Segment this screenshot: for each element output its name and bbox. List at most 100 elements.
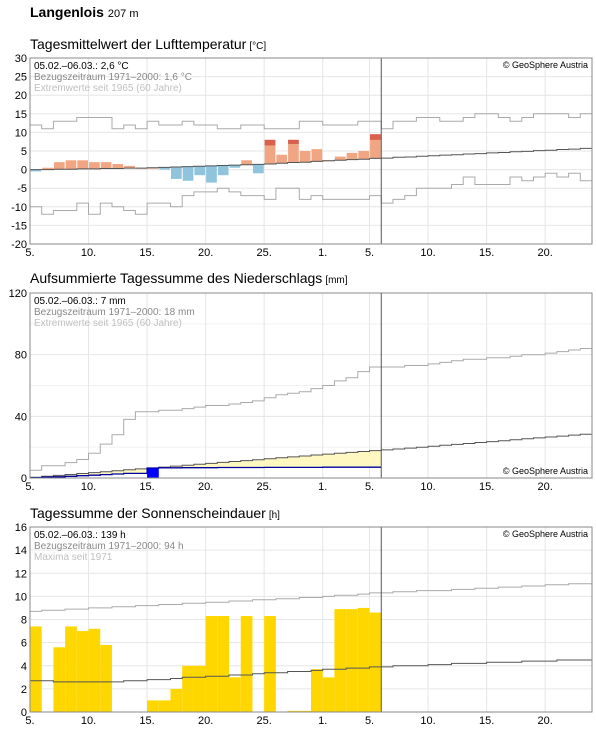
temp-bar-20.02.	[206, 165, 217, 183]
sun-copyright: © GeoSphere Austria	[503, 529, 588, 539]
sun-ytick-label: 2	[21, 684, 27, 696]
temp-bar-extreme-27.02.	[288, 139, 299, 144]
sun-maxima-line	[30, 583, 592, 612]
temp-legend-1: Bezugszeitraum 1971–2000: 1,6 °C	[34, 72, 192, 83]
sun-bar-28	[357, 607, 370, 712]
precip-chart-title: Aufsummierte Tagessumme des Niederschlag…	[30, 270, 348, 286]
precip-daily-bar	[147, 467, 159, 478]
sun-bar-17	[229, 677, 241, 712]
temp-xtick-label: 25.	[257, 247, 272, 259]
sun-bar-26	[334, 609, 347, 712]
precip-reference-line	[30, 433, 592, 478]
temp-bar-07.02.	[53, 162, 65, 170]
temp-bar-19.02.	[194, 166, 206, 176]
precip-frame	[29, 292, 593, 479]
sun-bar-15	[205, 616, 218, 712]
sun-bar-0	[30, 626, 42, 712]
temp-ytick-label: -20	[11, 239, 27, 251]
temp-bar-06.03.	[370, 134, 381, 159]
temp-bar-06.02.	[42, 167, 53, 170]
temp-bar-13.02.	[124, 165, 135, 169]
temp-xtick-label: 15.	[139, 247, 154, 259]
precip-xtick-label: 20.	[538, 481, 553, 493]
sun-xtick-label: 10.	[420, 715, 435, 727]
sun-xtick-label: 1.	[318, 715, 327, 727]
sun-bar-2	[53, 647, 66, 712]
temp-xtick-label: 10.	[420, 247, 435, 259]
sun-xtick-label: 15.	[479, 715, 494, 727]
sun-bar-25	[322, 677, 335, 712]
temp-bar-24.02.	[252, 164, 264, 174]
sun-ytick-label: 6	[21, 638, 27, 650]
precip-xtick-label: 25.	[257, 481, 272, 493]
sun-ytick-label: 14	[15, 545, 27, 557]
sun-ytick-label: 0	[21, 707, 27, 719]
precip-ytick-label: 40	[15, 411, 27, 423]
precip-xtick-label: 10.	[420, 481, 435, 493]
station-header: Langenlois 207 m	[30, 4, 138, 20]
sun-unit: [h]	[268, 510, 280, 521]
sun-chart-title: Tagessumme der Sonnenscheindauer [h]	[30, 505, 280, 521]
temp-copyright: © GeoSphere Austria	[503, 60, 588, 70]
sun-xtick-label: 5.	[25, 715, 34, 727]
sun-xtick-label: 25.	[257, 715, 272, 727]
sun-bar-20	[264, 616, 276, 712]
sun-ytick-label: 8	[21, 615, 27, 627]
sun-reference-line	[30, 659, 592, 683]
sun-bar-18	[240, 616, 253, 712]
temp-xtick-label: 20.	[538, 247, 553, 259]
precip-copyright: © GeoSphere Austria	[503, 466, 588, 476]
sun-bar-29	[369, 612, 382, 712]
sun-xtick-label: 20.	[198, 715, 213, 727]
temp-bar-16.02.	[159, 167, 170, 170]
sun-legend-2: Maxima seit 1971	[34, 552, 113, 563]
temp-bar-28.02.	[299, 151, 311, 163]
temp-ytick-label: 5	[21, 146, 27, 158]
precip-xtick-label: 15.	[139, 481, 154, 493]
temp-xtick-label: 10.	[81, 247, 96, 259]
temp-ytick-label: 10	[15, 127, 27, 139]
temp-bar-09.02.	[77, 160, 89, 169]
temp-xtick-label: 5.	[365, 247, 374, 259]
temp-legend-2: Extremwerte seit 1965 (60 Jahre)	[34, 83, 182, 94]
precip-xtick-label: 10.	[81, 481, 96, 493]
sun-xtick-label: 20.	[538, 715, 553, 727]
temp-frame	[29, 57, 593, 245]
temp-bar-18.02.	[182, 166, 194, 181]
temp-bar-01.03.	[311, 149, 323, 162]
temp-xtick-label: 5.	[25, 247, 34, 259]
temp-bar-10.02.	[89, 162, 100, 169]
precip-unit: [mm]	[325, 275, 348, 286]
precip-xtick-label: 5.	[25, 481, 34, 493]
precip-xtick-label: 5.	[365, 481, 374, 493]
temp-ytick-label: 20	[15, 90, 27, 102]
temp-bar-25.02.	[264, 139, 276, 165]
temp-bar-27.02.	[288, 139, 299, 163]
sun-bar-13	[182, 665, 194, 712]
temp-xtick-label: 15.	[479, 247, 494, 259]
temp-bar-extreme-06.03.	[370, 134, 381, 140]
temp-legend-0: 05.02.–06.03.: 2,6 °C	[34, 61, 129, 72]
sun-bar-23	[299, 710, 311, 712]
precip-legend-1: Bezugszeitraum 1971–2000: 18 mm	[34, 307, 195, 318]
temp-unit: [°C]	[249, 41, 267, 52]
precip-max-extreme-line	[30, 348, 592, 471]
sun-bar-22	[287, 710, 300, 712]
temp-bar-11.02.	[100, 162, 112, 169]
temp-min-extreme-line	[30, 172, 592, 215]
temp-bar-22.02.	[229, 165, 241, 168]
sun-bar-11	[158, 700, 171, 712]
temp-bar-15.02.	[147, 167, 159, 169]
temp-ytick-label: 30	[15, 53, 27, 65]
temp-reference-line	[30, 147, 592, 171]
sun-bar-14	[193, 665, 206, 712]
sun-frame	[29, 526, 593, 713]
precip-xtick-label: 15.	[479, 481, 494, 493]
precip-observed-line	[30, 466, 382, 479]
sun-bar-27	[346, 609, 358, 712]
